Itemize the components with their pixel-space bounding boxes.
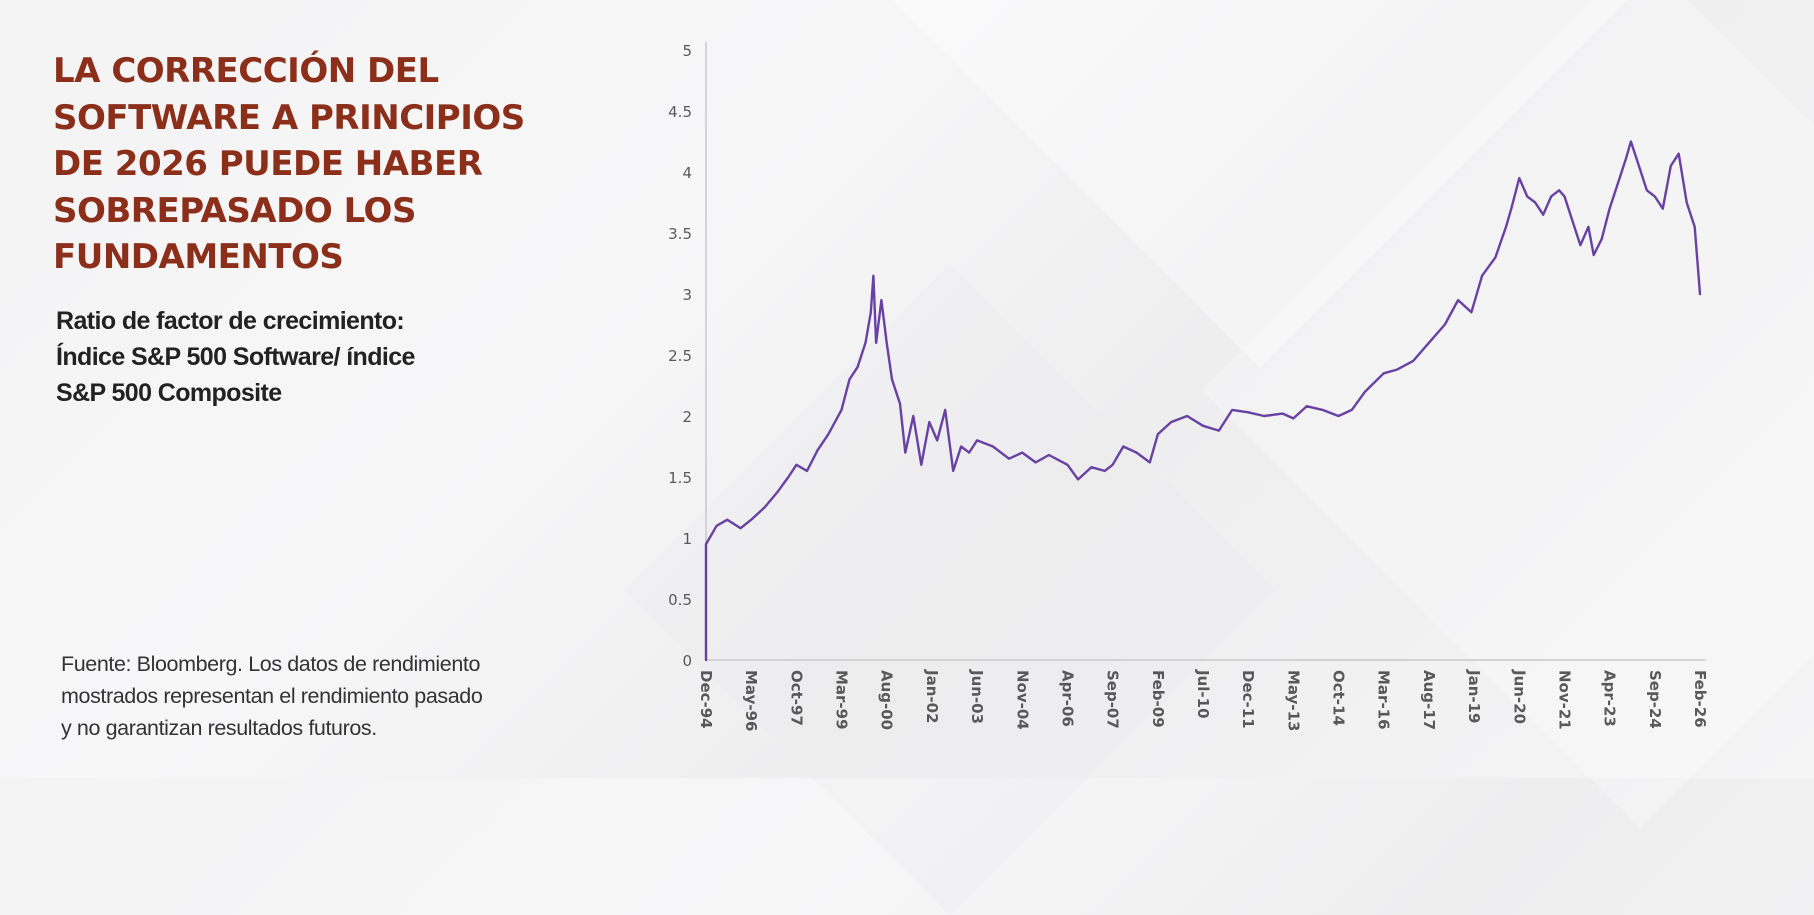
headline: LA CORRECCIÓN DEL SOFTWARE A PRINCIPIOS … [53, 48, 573, 281]
source-line: y no garantizan resultados futuros. [61, 716, 377, 740]
headline-line: SOBREPASADO LOS [53, 190, 416, 231]
x-tick-label: May-13 [1284, 670, 1302, 731]
y-tick-label: 3.5 [668, 225, 692, 243]
subtitle-line: Índice S&P 500 Software/ índice [56, 343, 415, 371]
x-tick-label: Oct-14 [1330, 670, 1348, 726]
x-tick-label: Dec-11 [1239, 670, 1257, 729]
x-tick-label: Oct-97 [787, 670, 805, 726]
left-panel: LA CORRECCIÓN DEL SOFTWARE A PRINCIPIOS … [0, 0, 620, 778]
x-tick-label: Jan-02 [923, 669, 941, 723]
x-tick-label: Sep-24 [1646, 670, 1664, 729]
x-tick-label: Dec-94 [697, 670, 715, 729]
y-tick-label: 0 [682, 652, 692, 670]
series-line [704, 140, 1702, 662]
headline-line: DE 2026 PUEDE HABER [53, 144, 483, 184]
x-tick-label: Aug-00 [878, 670, 896, 730]
headline-line: SOFTWARE A PRINCIPIOS [53, 97, 525, 138]
y-tick-label: 2 [682, 408, 692, 426]
x-tick-label: Apr-06 [1058, 670, 1076, 727]
x-tick-label: May-96 [742, 670, 760, 731]
y-tick-label: 3 [682, 286, 692, 304]
x-tick-label: Mar-99 [833, 670, 851, 730]
y-tick-label: 2.5 [668, 347, 692, 365]
x-tick-label: Apr-23 [1601, 670, 1619, 727]
source-note: Fuente: Bloomberg. Los datos de rendimie… [61, 648, 521, 744]
y-tick-label: 4 [682, 164, 692, 182]
headline-line: FUNDAMENTOS [53, 237, 344, 277]
source-line: mostrados representan el rendimiento pas… [61, 684, 483, 708]
chart-subtitle: Ratio de factor de crecimiento: Índice S… [56, 303, 536, 411]
x-tick-label: Aug-17 [1420, 670, 1438, 730]
y-tick-label: 0.5 [668, 591, 692, 609]
y-tick-label: 1.5 [668, 469, 692, 487]
x-tick-label: Sep-07 [1104, 670, 1122, 729]
y-tick-label: 1 [682, 530, 692, 548]
y-tick-label: 5 [682, 42, 692, 60]
x-tick-label: Jan-19 [1465, 669, 1483, 723]
x-tick-label: Jun-20 [1510, 669, 1528, 724]
x-tick-label: Jun-03 [968, 669, 986, 724]
x-tick-label: Nov-21 [1555, 670, 1573, 730]
headline-line: LA CORRECCIÓN DEL [53, 51, 439, 91]
subtitle-line: Ratio de factor de crecimiento: [56, 307, 405, 335]
x-tick-label: Mar-16 [1375, 670, 1393, 730]
line-chart: 0 0.5 1 1.5 2 2.5 3 3.5 4 4.5 5 Dec-94 May-96 Oct-97 M… [668, 42, 1709, 731]
x-tick-label: Feb-26 [1691, 670, 1709, 728]
y-tick-label: 4.5 [668, 103, 692, 121]
subtitle-line: S&P 500 Composite [56, 379, 282, 407]
x-tick-label: Feb-09 [1149, 670, 1167, 728]
x-tick-label: Jul-10 [1194, 669, 1212, 719]
x-tick-label: Nov-04 [1013, 670, 1031, 730]
source-line: Fuente: Bloomberg. Los datos de rendimie… [61, 652, 481, 676]
